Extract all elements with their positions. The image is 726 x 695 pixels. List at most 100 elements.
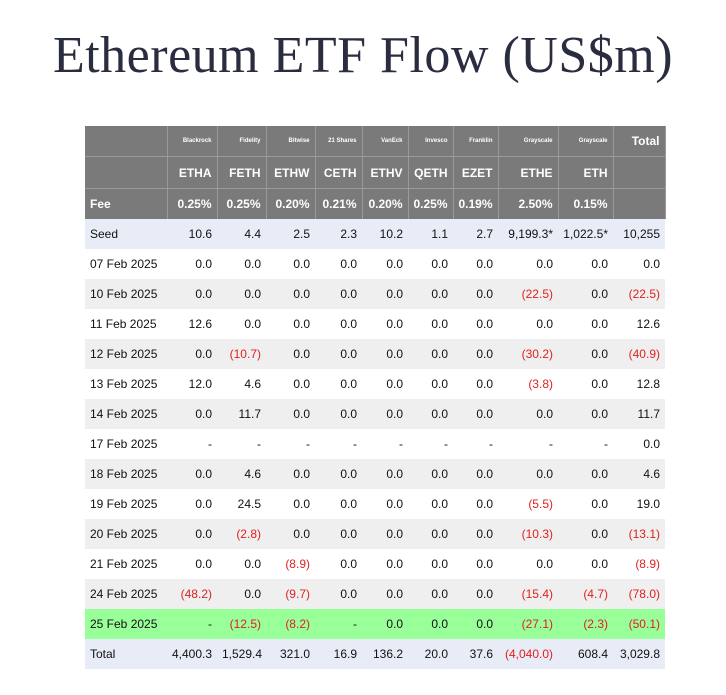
flow-cell: - — [306, 437, 310, 451]
row-total-cell: 12.6 — [636, 317, 660, 331]
flow-cell: 0.0 — [386, 257, 403, 271]
flow-cell: 11.7 — [238, 407, 261, 421]
flow-cell: 0.0 — [340, 377, 357, 391]
flow-cell: 0.0 — [536, 317, 553, 331]
flow-cell: 0.0 — [476, 347, 493, 361]
flow-cell: - — [208, 617, 212, 631]
flow-cell: 0.0 — [591, 287, 608, 301]
flow-cell: 12.0 — [188, 377, 212, 391]
flow-cell: 0.0 — [591, 377, 608, 391]
ticker-header: FETH — [217, 156, 267, 189]
flow-cell: 0.0 — [293, 407, 310, 421]
fee-value: 0.15% — [558, 188, 614, 219]
flow-cell: 4.4 — [244, 227, 261, 241]
issuer-header: 21 Shares — [315, 126, 363, 157]
row-label: 10 Feb 2025 — [90, 287, 158, 301]
flow-cell: (12.5) — [229, 617, 261, 631]
flow-cell: 0.0 — [386, 347, 403, 361]
flow-cell: 608.4 — [577, 647, 608, 661]
issuer-header: Invesco — [408, 126, 454, 157]
flow-cell: - — [489, 437, 493, 451]
flow-cell: 4.6 — [244, 467, 261, 481]
flow-cell: 0.0 — [591, 557, 608, 571]
flow-cell: (22.5) — [521, 287, 553, 301]
flow-cell: (10.3) — [521, 527, 553, 541]
flow-cell: - — [208, 437, 212, 451]
flow-cell: 0.0 — [431, 377, 448, 391]
row-total-cell: 0.0 — [643, 257, 660, 271]
flow-cell: 4.6 — [244, 377, 261, 391]
flow-cell: 0.0 — [293, 377, 310, 391]
row-label: Total — [90, 647, 116, 661]
flow-cell: 0.0 — [591, 527, 608, 541]
flow-cell: 0.0 — [340, 317, 357, 331]
row-label: Seed — [90, 227, 119, 241]
flow-cell: 0.0 — [431, 287, 448, 301]
flow-cell: - — [257, 437, 261, 451]
header-corner — [85, 156, 168, 189]
row-total-cell: 10,255 — [623, 227, 660, 241]
flow-cell: 0.0 — [476, 377, 493, 391]
page-title: Ethereum ETF Flow (US$m) — [52, 27, 674, 84]
flow-cell: - — [399, 437, 403, 451]
row-total-cell: 0.0 — [643, 437, 660, 451]
issuer-header: Grayscale — [558, 126, 614, 157]
flow-cell: 10.2 — [379, 227, 403, 241]
flow-cell: 0.0 — [591, 497, 608, 511]
issuer-header: Fidelity — [217, 126, 267, 157]
flow-cell: 0.0 — [476, 257, 493, 271]
row-label: 20 Feb 2025 — [90, 527, 158, 541]
flow-cell: 0.0 — [431, 407, 448, 421]
ticker-header: QETH — [408, 156, 454, 189]
flow-cell: 0.0 — [386, 617, 403, 631]
fee-row: Fee 0.25% 0.25% 0.20% 0.21% 0.20% 0.25% … — [85, 188, 666, 219]
flow-cell: 1.1 — [431, 227, 448, 241]
flow-cell: 0.0 — [195, 257, 212, 271]
flow-cell: 0.0 — [536, 467, 553, 481]
flow-cell: 0.0 — [293, 287, 310, 301]
row-total-cell: 12.8 — [636, 377, 660, 391]
fee-value: 2.50% — [498, 188, 559, 219]
row-label: 17 Feb 2025 — [90, 437, 158, 451]
table-row: 25 Feb 2025 - (12.5) (8.2) - 0.0 0.0 0.0 (27.1) (… — [85, 609, 665, 639]
ticker-header: ETHE — [498, 156, 559, 189]
flow-cell: 0.0 — [431, 617, 448, 631]
flow-cell: 0.0 — [431, 257, 448, 271]
row-label: 13 Feb 2025 — [90, 377, 158, 391]
issuer-header-row: Blackrock Fidelity Bitwise 21 Shares Van… — [85, 126, 666, 157]
row-total-cell: 4.6 — [643, 467, 660, 481]
ticker-header: ETH — [558, 156, 614, 189]
flow-cell: (8.2) — [285, 617, 310, 631]
flow-cell: 0.0 — [340, 257, 357, 271]
flow-cell: (48.2) — [180, 587, 212, 601]
flow-cell: 2.3 — [340, 227, 357, 241]
flow-cell: 0.0 — [340, 407, 357, 421]
fee-value: 0.25% — [217, 188, 267, 219]
table-row: 20 Feb 2025 0.0 (2.8) 0.0 0.0 0.0 0.0 0.0 (10.3)… — [85, 519, 665, 549]
row-label: 07 Feb 2025 — [90, 257, 158, 271]
flow-cell: 0.0 — [293, 347, 310, 361]
flow-cell: 0.0 — [386, 287, 403, 301]
flow-cell: 37.6 — [469, 647, 493, 661]
flow-cell: 0.0 — [244, 557, 261, 571]
fee-value: 0.21% — [315, 188, 363, 219]
table-row: 13 Feb 2025 12.0 4.6 0.0 0.0 0.0 0.0 0.0 (3.8) 0.… — [85, 369, 665, 399]
flow-cell: (4,040.0) — [504, 647, 553, 661]
flow-cell: 0.0 — [431, 587, 448, 601]
flow-cell: 0.0 — [340, 587, 357, 601]
row-total-cell: 11.7 — [637, 407, 660, 421]
row-total-cell: 3,029.8 — [619, 647, 660, 661]
flow-cell: 4,400.3 — [172, 647, 213, 661]
flow-cell: 0.0 — [476, 527, 493, 541]
flow-cell: 0.0 — [244, 257, 261, 271]
flow-cell: - — [353, 437, 357, 451]
ticker-header: EZET — [453, 156, 499, 189]
flow-cell: (9.7) — [285, 587, 310, 601]
flow-cell: 0.0 — [195, 557, 212, 571]
header-corner — [85, 126, 168, 157]
ticker-header-blank — [613, 156, 666, 189]
flow-cell: 0.0 — [293, 257, 310, 271]
flow-cell: - — [604, 437, 608, 451]
table-row: 10 Feb 2025 0.0 0.0 0.0 0.0 0.0 0.0 0.0 (22.5) 0.… — [85, 279, 665, 309]
flow-cell: (2.8) — [236, 527, 261, 541]
